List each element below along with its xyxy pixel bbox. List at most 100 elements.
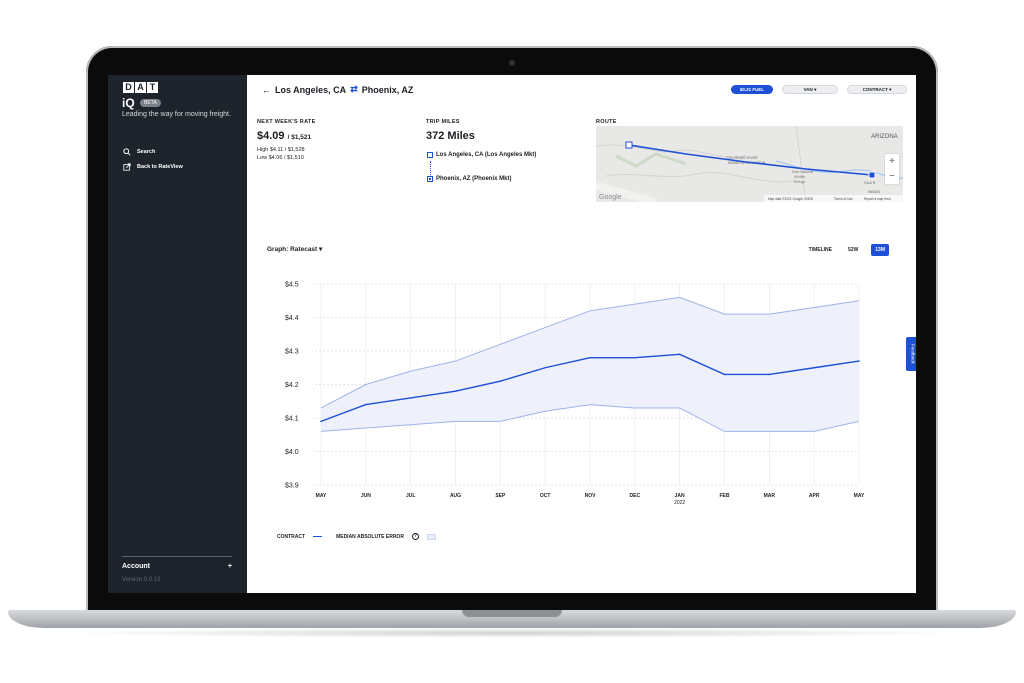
laptop-base <box>8 610 1016 628</box>
logo-letter: T <box>147 82 158 93</box>
version-text: Version 0.0.13 <box>122 577 161 583</box>
fuel-button[interactable]: $0.31 FUEL <box>731 85 773 94</box>
y-tick-label: $4.1 <box>285 416 299 423</box>
x-tick-label: SEP <box>495 493 506 499</box>
toggle-timeline[interactable]: TIMELINE <box>808 247 832 253</box>
ratecast-chart: $4.5 $4.4 $4.3 $4.2 $4.1 $4.0 $3.9 MAY JUN JUL AUG… <box>285 282 865 507</box>
destination-point: Phoenix, AZ (Phoenix Mkt) <box>427 176 511 182</box>
rate-type-dropdown[interactable]: CONTRACT ▾ <box>847 85 907 94</box>
contract-point <box>454 390 457 392</box>
equipment-label: VAN <box>803 87 813 92</box>
origin-city: Los Angeles, CA <box>275 84 347 95</box>
rate-total: / $1,521 <box>287 134 312 141</box>
account-row[interactable]: Account + <box>122 556 232 570</box>
destination-marker-icon <box>427 176 433 182</box>
rate-title: NEXT WEEK'S RATE <box>257 119 316 125</box>
contract-point <box>723 373 726 376</box>
map-label: Kofa National <box>792 170 813 174</box>
y-tick-label: $4.3 <box>285 349 299 356</box>
swap-icon[interactable]: ⇄ <box>350 84 358 94</box>
map-label: INDIAN <box>868 190 880 194</box>
y-tick-label: $4.2 <box>285 382 299 389</box>
logo-letter: A <box>135 82 146 93</box>
y-tick-label: $4.4 <box>285 315 299 322</box>
origin-marker-icon <box>427 152 433 158</box>
trip-title: TRIP MILES <box>426 119 460 125</box>
x-tick-label: FEB <box>720 493 730 499</box>
contract-point <box>678 353 681 356</box>
map-label: COLORADO RIVER <box>726 156 758 160</box>
chart-legend: CONTRACT MEDIAN ABSOLUTE ERROR ? <box>277 533 436 540</box>
map-canvas: ARIZONA COLORADO RIVER INDIAN RESERVATIO… <box>596 126 903 202</box>
x-tick-label: DEC <box>630 493 641 499</box>
route-title: ROUTE <box>596 119 617 125</box>
contract-point <box>813 366 815 369</box>
plus-icon[interactable]: + <box>227 563 232 570</box>
toggle-13m[interactable]: 13M <box>871 244 889 256</box>
graph-title-dropdown[interactable]: Graph: Ratecast ▾ <box>267 245 322 253</box>
y-tick-label: $4.0 <box>285 449 299 456</box>
main-panel: ← Los Angeles, CA ⇄ Phoenix, AZ $0.31 FU… <box>247 75 916 593</box>
chevron-down-icon: ▾ <box>814 86 817 92</box>
help-icon[interactable]: ? <box>411 533 419 540</box>
route-header: ← Los Angeles, CA ⇄ Phoenix, AZ <box>262 84 413 95</box>
tagline: Leading the way for moving freight. <box>122 111 231 118</box>
contract-point <box>499 380 502 382</box>
laptop-notch <box>462 610 562 617</box>
rate-value: $4.09 / $1,521 <box>257 130 311 142</box>
sidebar: D A T iQ BETA Leading the way for moving… <box>108 75 247 593</box>
toolbar: $0.31 FUEL VAN ▾ CONTRACT ▾ <box>731 85 907 94</box>
y-tick-label: $3.9 <box>285 483 299 490</box>
app-name: iQ <box>122 96 135 110</box>
origin-point-label: Los Angeles, CA (Los Angeles Mkt) <box>436 152 537 158</box>
caret-down-icon: ▾ <box>319 246 323 253</box>
contract-point <box>365 403 367 406</box>
legend-error-swatch <box>426 533 436 540</box>
contract-point <box>589 356 591 359</box>
route-connector <box>430 161 431 175</box>
sidebar-item-label: Search <box>137 149 156 155</box>
x-tick-label: MAY <box>316 493 327 499</box>
account-label: Account <box>122 563 150 570</box>
legend-contract-swatch <box>313 535 323 538</box>
external-link-icon <box>123 163 131 171</box>
contract-point <box>320 420 322 423</box>
x-tick-label: MAY <box>854 493 865 499</box>
feedback-tab[interactable]: Feedback <box>906 337 916 371</box>
map-attribution: Map data ©2021 Google, INEGI <box>768 197 813 201</box>
equipment-dropdown[interactable]: VAN ▾ <box>782 85 838 94</box>
destination-point-label: Phoenix, AZ (Phoenix Mkt) <box>436 176 512 182</box>
dat-logo[interactable]: D A T <box>123 82 158 93</box>
app-screen: D A T iQ BETA Leading the way for moving… <box>108 75 916 593</box>
x-tick-label: OCT <box>540 493 551 499</box>
origin-point: Los Angeles, CA (Los Angeles Mkt) <box>427 152 536 158</box>
sidebar-item-search[interactable]: Search <box>123 148 155 156</box>
route-map[interactable]: ARIZONA COLORADO RIVER INDIAN RESERVATIO… <box>596 126 903 202</box>
contract-point <box>409 397 412 399</box>
error-band-upper-line <box>320 296 860 409</box>
sidebar-item-label: Back to RateView <box>137 164 183 170</box>
trip-miles: 372 Miles <box>426 130 475 142</box>
error-band-lower-line <box>320 404 860 432</box>
x-tick-label: JUN <box>361 493 371 499</box>
sidebar-item-rateview[interactable]: Back to RateView <box>123 163 183 171</box>
y-tick-label: $4.5 <box>285 282 299 289</box>
map-report-link[interactable]: Report a map error <box>864 197 892 201</box>
laptop-shadow <box>60 628 964 638</box>
zoom-in-button[interactable]: + <box>889 156 895 167</box>
rate-per-mile: $4.09 <box>257 130 285 142</box>
rate-type-label: CONTRACT <box>862 87 888 92</box>
toggle-52w[interactable]: 52W <box>847 247 859 253</box>
x-tick-label: APR <box>809 493 820 499</box>
rate-low: Low $4.06 / $1,510 <box>257 155 304 161</box>
map-terms-link[interactable]: Terms of Use <box>834 197 853 201</box>
map-label: GILA R <box>864 181 876 185</box>
zoom-out-button[interactable]: − <box>889 171 895 182</box>
x-tick-label: JUL <box>406 493 415 499</box>
x-tick-sublabel: 2022 <box>674 500 685 506</box>
back-arrow-icon[interactable]: ← <box>262 84 271 95</box>
range-toggle: TIMELINE 52W 13M <box>806 244 889 256</box>
error-band <box>321 297 859 432</box>
camera-icon <box>509 60 515 66</box>
